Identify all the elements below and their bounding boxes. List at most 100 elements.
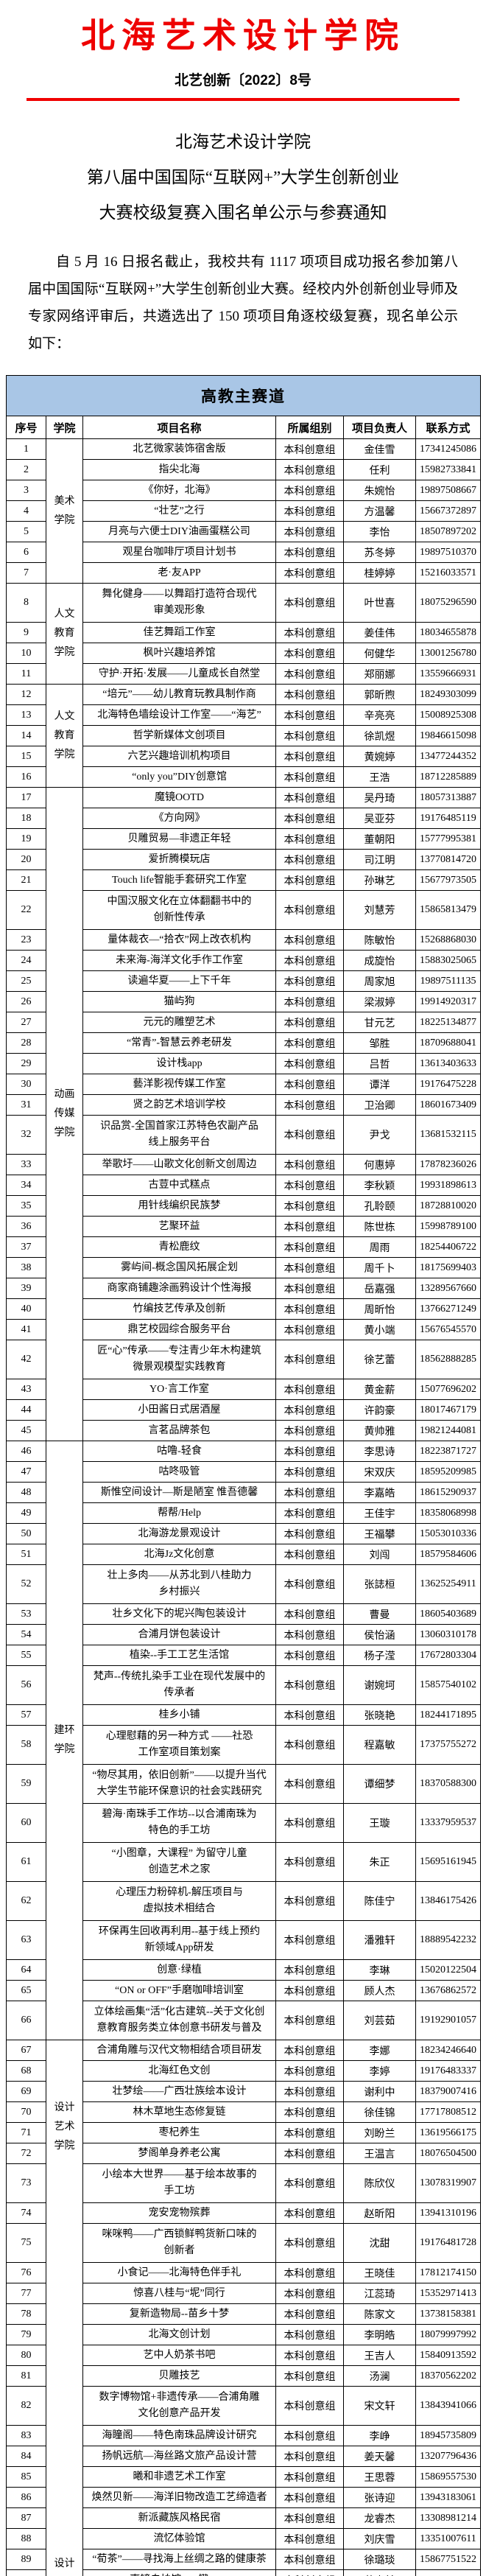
project-name: 植染--手工工艺生活馆 <box>82 1645 276 1666</box>
project-name: 中国汉服文化在立体翻翻书中的 创新性传承 <box>82 890 276 930</box>
project-leader: 成旋怡 <box>343 950 416 971</box>
group-category: 本科创意组 <box>275 2040 344 2061</box>
contact-phone: 19176485119 <box>415 808 481 829</box>
row-number: 41 <box>6 1319 46 1340</box>
contact-phone: 15869557530 <box>415 2466 481 2488</box>
row-number: 63 <box>6 1920 46 1960</box>
project-leader: 陈佳宁 <box>343 1881 416 1921</box>
group-category: 本科创意组 <box>275 583 344 623</box>
title-line-1: 北海艺术设计学院 <box>175 133 311 151</box>
group-category: 本科创意组 <box>275 1032 344 1054</box>
group-category: 本科创意组 <box>275 2163 344 2203</box>
group-category: 本科创意组 <box>275 1074 344 1095</box>
table-row: 1 美术 学院 北艺微家装饰宿舍版 本科创意组 金佳雪 17341245086 <box>6 438 481 584</box>
table-row: 55 植染--手工工艺生活馆 本科创意组 杨子滢 17672803304 <box>6 1645 481 1666</box>
project-leader: 刘庆雪 <box>343 2528 416 2549</box>
project-leader: 吕哲 <box>343 1053 416 1074</box>
group-category: 本科创意组 <box>275 2001 344 2040</box>
project-leader: 谭洋 <box>343 1074 416 1095</box>
row-number: 31 <box>6 1094 46 1116</box>
row-number: 37 <box>6 1236 46 1258</box>
contact-phone: 13770814720 <box>415 849 481 870</box>
project-leader: 王温言 <box>343 2143 416 2164</box>
project-leader: 宋文轩 <box>343 2386 416 2426</box>
project-leader: 李峥 <box>343 2425 416 2446</box>
project-name: 咕噜-轻食 <box>82 1441 276 1462</box>
group-category: 本科创意组 <box>275 1257 344 1278</box>
group-category: 本科创意组 <box>275 643 344 664</box>
college-name: 人文 教育 学院 <box>54 609 75 658</box>
project-leader: 李婷 <box>343 2060 416 2082</box>
contact-phone: 13337959537 <box>415 1803 481 1843</box>
group-category: 本科创意组 <box>275 828 344 850</box>
row-number: 39 <box>6 1278 46 1299</box>
contact-phone: 18079997992 <box>415 2324 481 2345</box>
group-category: 本科创意组 <box>275 2507 344 2529</box>
shortlist-table: 高教主赛道 序号 学院 项目名称 所属组别 项目负责人 联系方式 1 美术 学院 北艺微家装饰… <box>6 375 481 2576</box>
project-leader: 徐佳锦 <box>343 2101 416 2123</box>
group-category: 本科创意组 <box>275 1624 344 1645</box>
column-header: 项目负责人 <box>343 416 416 439</box>
group-category: 本科创意组 <box>275 991 344 1012</box>
table-row: 46 建环 学院 咕噜-轻食 本科创意组 李思诗 18223871727 <box>6 1441 481 2040</box>
group-category: 本科创意组 <box>275 542 344 563</box>
project-leader: 龙睿杰 <box>343 2507 416 2529</box>
project-leader: 桂婷婷 <box>343 562 416 584</box>
contact-phone: 15677973505 <box>415 869 481 891</box>
project-name: “ON or OFF”手磨咖啡培训室 <box>82 1980 276 2001</box>
group-category: 本科创意组 <box>275 1154 344 1175</box>
project-name: “常青”-智慧云养老研发 <box>82 1032 276 1054</box>
project-leader: 王佳宇 <box>343 1502 416 1524</box>
row-number: 27 <box>6 1012 46 1033</box>
group-category: 本科创意组 <box>275 1920 344 1960</box>
group-category: 本科创意组 <box>275 2487 344 2508</box>
column-header: 序号 <box>6 416 46 439</box>
project-leader: 潘雅轩 <box>343 1920 416 1960</box>
project-name: 未来海-海洋文化手作工作室 <box>82 950 276 971</box>
row-number: 56 <box>6 1665 46 1705</box>
contact-phone: 15867751522 <box>415 2549 481 2570</box>
project-name: 《你好，北海》 <box>82 480 276 501</box>
group-category: 本科创意组 <box>275 1195 344 1217</box>
title-line-2: 第八届中国国际“互联网+”大学生创新创业 <box>86 168 400 186</box>
contact-phone: 13676862572 <box>415 1980 481 2001</box>
table-row: 34 古荳中式糕点 本科创意组 李秋颖 19931898613 <box>6 1175 481 1196</box>
table-row: 79 北海文创计划 本科创意组 李明皓 18079997992 <box>6 2324 481 2345</box>
contact-phone: 15998789100 <box>415 1216 481 1237</box>
group-category: 本科创意组 <box>275 1523 344 1544</box>
row-number: 14 <box>6 725 46 746</box>
project-name: 设计栈app <box>82 1053 276 1074</box>
row-number: 85 <box>6 2466 46 2488</box>
project-name: “培元”——幼儿教育玩教具制作商 <box>82 684 276 705</box>
group-category: 本科创意组 <box>275 2060 344 2082</box>
group-category: 本科创意组 <box>275 1399 344 1421</box>
project-name: 小田酱日式居酒屋 <box>82 1399 276 1421</box>
contact-phone: 18507897202 <box>415 521 481 542</box>
project-leader: 江蕊琦 <box>343 2283 416 2304</box>
intro-paragraph: 自 5 月 16 日报名截止，我校共有 1117 项项目成功报名参加第八届中国国… <box>28 254 458 351</box>
project-leader: 任利 <box>343 459 416 480</box>
contact-phone: 15982733841 <box>415 459 481 480</box>
project-name: YO·言工作室 <box>82 1379 276 1400</box>
contact-phone: 13941310196 <box>415 2202 481 2224</box>
column-header: 所属组别 <box>275 416 344 439</box>
column-header: 联系方式 <box>415 416 481 439</box>
group-category: 本科创意组 <box>275 2345 344 2366</box>
group-category: 本科创意组 <box>275 1544 344 1565</box>
college-cell: 建环 学院 <box>46 1441 83 2040</box>
table-row: 17 动画 传媒 学院 魔镜OOTD 本科创意组 吴丹琦 18057313887 <box>6 787 481 1441</box>
group-category: 本科创意组 <box>275 1012 344 1033</box>
row-number: 16 <box>6 766 46 788</box>
group-category: 本科创意组 <box>275 766 344 788</box>
group-category: 本科创意组 <box>275 1094 344 1116</box>
row-number: 23 <box>6 929 46 951</box>
row-number: 80 <box>6 2345 46 2366</box>
project-name: 鼎艺校园综合服务平台 <box>82 1319 276 1340</box>
project-name: “only you”DIY创意馆 <box>82 766 276 788</box>
project-name: 新派藏族风格民宿 <box>82 2507 276 2529</box>
table-header-row: 序号 学院 项目名称 所属组别 项目负责人 联系方式 <box>6 416 481 439</box>
project-leader: 侯怡涵 <box>343 1624 416 1645</box>
contact-phone: 15008925308 <box>415 704 481 726</box>
project-leader: 宋双庆 <box>343 1461 416 1483</box>
project-leader: 谭细梦 <box>343 1764 416 1804</box>
